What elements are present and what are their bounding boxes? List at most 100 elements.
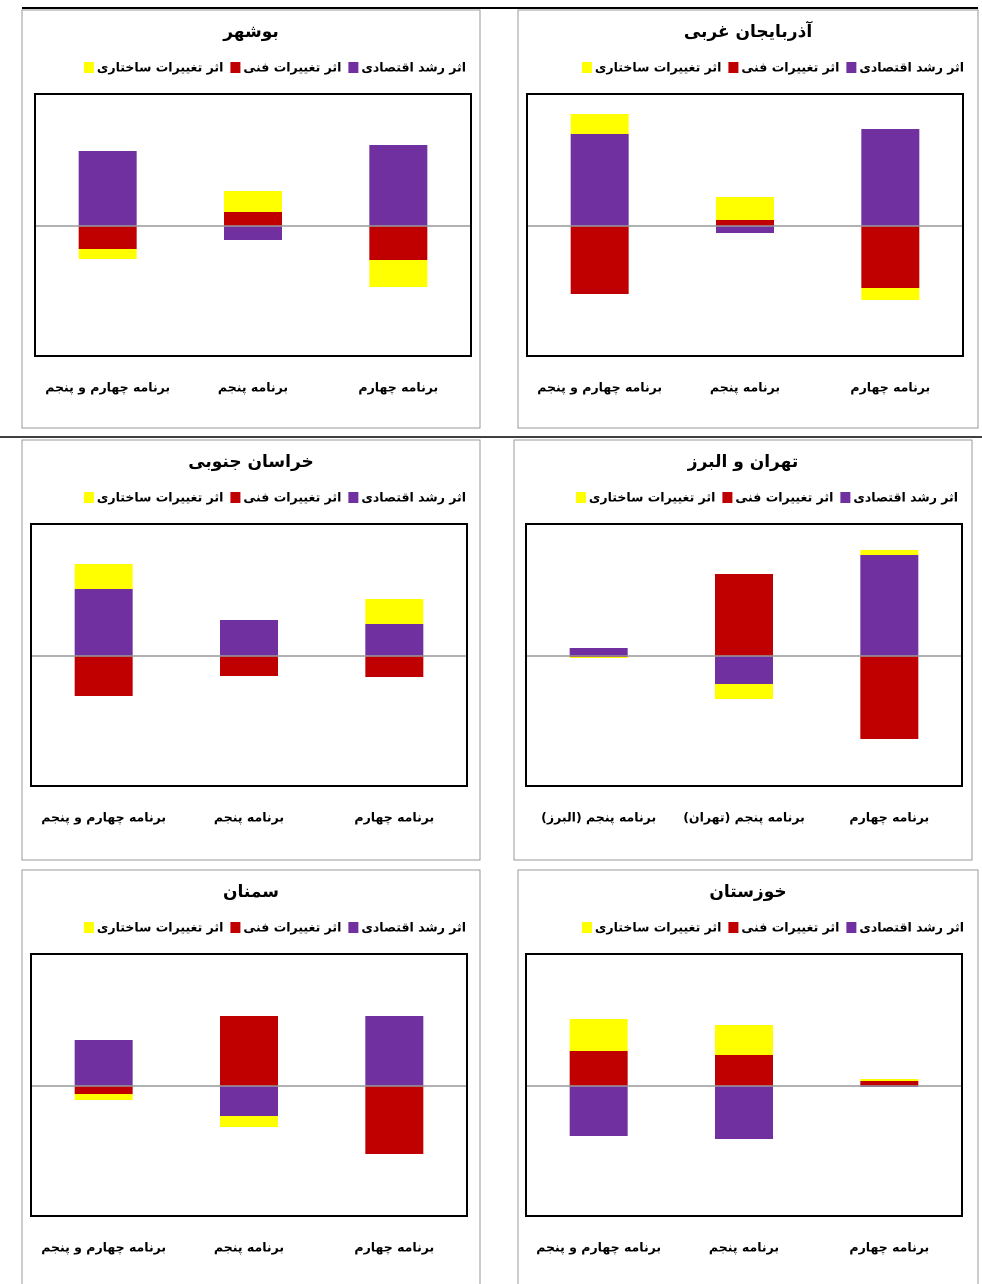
legend-swatch [348, 62, 359, 73]
x-tick-label: برنامه چهارم [354, 1240, 434, 1256]
chart-panel: خوزستان اثر رشد اقتصادی اثر تغییرات فنی اثر… [517, 869, 979, 1284]
bar-segment [74, 589, 133, 656]
bar-segment [78, 249, 137, 259]
x-tick-label: برنامه پنجم (تهران) [683, 810, 805, 825]
x-tick-label: برنامه پنجم [709, 1240, 779, 1255]
legend-swatch [846, 62, 857, 73]
chart-panel: بوشهر اثر رشد اقتصادی اثر تغییرات فنی اثر ت… [21, 9, 481, 429]
bar-segment [860, 555, 919, 656]
bar-segment [224, 191, 282, 212]
bar-segment [569, 657, 628, 658]
bar-segment [716, 197, 774, 220]
bar-segment [369, 260, 428, 287]
x-tick-label: برنامه پنجم [214, 1240, 284, 1255]
x-tick-label: برنامه چهارم [850, 380, 930, 396]
legend-swatch [83, 492, 94, 503]
bar-segment [74, 1094, 133, 1100]
bar-segment [365, 1086, 424, 1154]
bar-segment [715, 684, 773, 699]
legend-swatch [230, 922, 241, 933]
x-tick-label: برنامه چهارم [849, 1240, 929, 1256]
panel-border [21, 439, 481, 861]
chart-title: خراسان جنوبی [188, 452, 314, 472]
x-tick-label: برنامه چهارم و پنجم [41, 810, 166, 826]
chart-title: خوزستان [709, 882, 786, 902]
legend-label: اثر رشد اقتصادی [859, 60, 964, 75]
legend-swatch [575, 492, 586, 503]
legend-label: اثر تغییرات ساختاری [595, 60, 721, 75]
chart-title: سمنان [223, 882, 279, 902]
bar-segment [569, 1086, 628, 1136]
legend-label: اثر تغییرات فنی [741, 60, 839, 75]
x-tick-label: برنامه چهارم و پنجم [41, 1240, 166, 1256]
legend-label: اثر تغییرات فنی [243, 60, 341, 75]
legend-label: اثر رشد اقتصادی [361, 920, 466, 935]
legend-label: اثر تغییرات ساختاری [589, 490, 715, 505]
bar-segment [715, 1086, 773, 1139]
bar-segment [74, 1040, 133, 1086]
bar-segment [861, 129, 920, 226]
x-tick-label: برنامه پنجم (البرز) [541, 810, 656, 825]
legend-label: اثر تغییرات فنی [243, 490, 341, 505]
panel-border [517, 869, 979, 1284]
bar-segment [860, 550, 919, 555]
legend-swatch [83, 62, 94, 73]
bar-segment [220, 1086, 278, 1116]
x-tick-label: برنامه پنجم [218, 380, 288, 395]
bar-segment [715, 1055, 773, 1086]
bar-segment [365, 599, 424, 624]
bar-segment [860, 1081, 919, 1086]
legend-swatch [581, 62, 592, 73]
x-tick-label: برنامه چهارم و پنجم [537, 380, 662, 396]
legend-label: اثر رشد اقتصادی [361, 60, 466, 75]
plot-frame [30, 953, 468, 1217]
bar-segment [74, 1086, 133, 1094]
legend-swatch [230, 492, 241, 503]
bar-segment [569, 1051, 628, 1086]
legend-swatch [348, 492, 359, 503]
legend-swatch [83, 922, 94, 933]
panel-border [513, 439, 973, 861]
chart-panel: آذربایجان غربی اثر رشد اقتصادی اثر تغییرات… [517, 9, 979, 429]
legend-label: اثر رشد اقتصادی [859, 920, 964, 935]
panel-border [517, 9, 979, 429]
legend-label: اثر تغییرات فنی [741, 920, 839, 935]
x-tick-label: برنامه پنجم [710, 380, 780, 395]
legend-label: اثر رشد اقتصادی [853, 490, 958, 505]
x-tick-label: برنامه پنجم [214, 810, 284, 825]
legend-label: اثر تغییرات ساختاری [595, 920, 721, 935]
bar-segment [716, 220, 774, 226]
bar-segment [220, 620, 278, 656]
plot-frame [526, 93, 964, 357]
panel-border [21, 9, 481, 429]
bar-segment [861, 226, 920, 288]
legend-label: اثر تغییرات ساختاری [97, 490, 223, 505]
bar-segment [861, 288, 920, 300]
legend-label: اثر تغییرات فنی [243, 920, 341, 935]
legend-swatch [840, 492, 851, 503]
bar-segment [74, 564, 133, 589]
bar-segment [570, 226, 629, 294]
legend-label: اثر تغییرات ساختاری [97, 920, 223, 935]
bar-segment [570, 114, 629, 134]
legend-swatch [348, 922, 359, 933]
plot-frame [525, 953, 963, 1217]
x-tick-label: برنامه چهارم و پنجم [45, 380, 170, 396]
legend-swatch [846, 922, 857, 933]
chart-panel: تهران و البرز اثر رشد اقتصادی اثر تغییرات … [513, 439, 973, 861]
legend-swatch [230, 62, 241, 73]
chart-panel: سمنان اثر رشد اقتصادی اثر تغییرات فنی اثر ت… [21, 869, 481, 1284]
bar-segment [569, 648, 628, 656]
legend-swatch [728, 922, 739, 933]
legend-swatch [728, 62, 739, 73]
bar-segment [369, 145, 428, 226]
bar-segment [860, 1079, 919, 1081]
bar-segment [369, 226, 428, 260]
legend-swatch [722, 492, 733, 503]
bar-segment [570, 134, 629, 226]
plot-frame [34, 93, 472, 357]
bar-segment [715, 1025, 773, 1055]
bar-segment [716, 226, 774, 233]
legend-label: اثر تغییرات ساختاری [97, 60, 223, 75]
